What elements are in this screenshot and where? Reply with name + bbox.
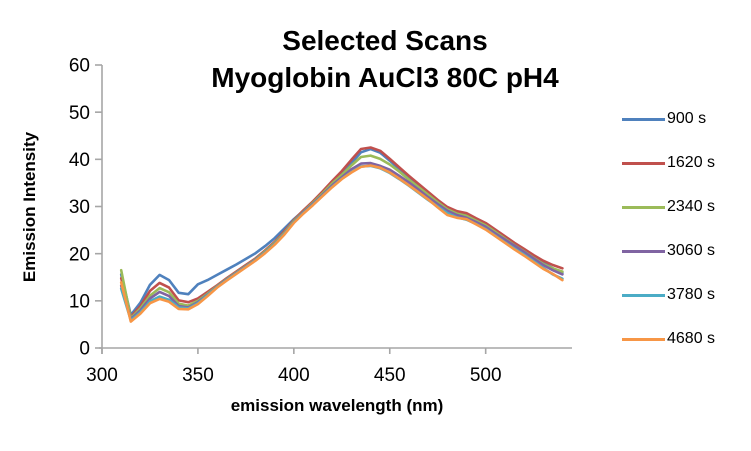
y-tick-label: 30 [69,197,90,218]
x-axis-title: emission wavelength (nm) [230,396,444,415]
y-tick-label: 60 [69,56,90,77]
legend-item: 900 s [622,110,715,128]
legend-item: 2340 s [622,198,715,216]
chart-title-line-2: Myoglobin AuCl3 80C pH4 [211,62,559,93]
y-tick-label: 0 [79,339,90,360]
legend-label: 3780 s [667,286,716,303]
series-line-3780s [119,164,564,322]
legend-swatch-900s [622,117,665,121]
chart-title: Selected Scans Myoglobin AuCl3 80C pH4 [115,22,655,96]
x-tick-label: 500 [470,365,502,386]
legend-item: 3060 s [622,242,715,260]
legend-item: 1620 s [622,154,715,172]
y-tick-label: 50 [69,103,90,124]
legend-label: 4680 s [667,330,716,347]
series-line-1620s [119,146,564,319]
tick-labels: 0 10 20 30 40 50 60 300 350 400 450 500 [69,56,502,386]
series-line-4680s [119,164,564,323]
x-tick-label: 350 [182,365,214,386]
y-tick-label: 20 [69,244,90,265]
legend-item: 3780 s [622,286,715,304]
tick-marks [95,64,487,354]
legend-swatch-2340s [622,205,665,209]
legend-swatch-1620s [622,161,665,165]
series-lines [119,146,564,323]
legend-label: 3060 s [667,242,716,259]
legend-swatch-3060s [622,249,665,253]
series-line-3060s [119,161,564,321]
x-tick-label: 300 [86,365,118,386]
legend-swatch-4680s [622,337,665,341]
y-tick-label: 10 [69,291,90,312]
legend-swatch-3780s [622,293,665,297]
legend: 900 s 1620 s 2340 s 3060 s 3780 s 4680 s [622,110,715,374]
legend-label: 1620 s [667,154,716,171]
x-tick-label: 400 [278,365,310,386]
legend-label: 2340 s [667,198,716,215]
chart-title-line-1: Selected Scans [282,25,488,56]
x-tick-label: 450 [374,365,406,386]
legend-label: 900 s [667,110,707,127]
axes [99,65,572,354]
y-tick-label: 40 [69,150,90,171]
legend-item: 4680 s [622,330,715,348]
